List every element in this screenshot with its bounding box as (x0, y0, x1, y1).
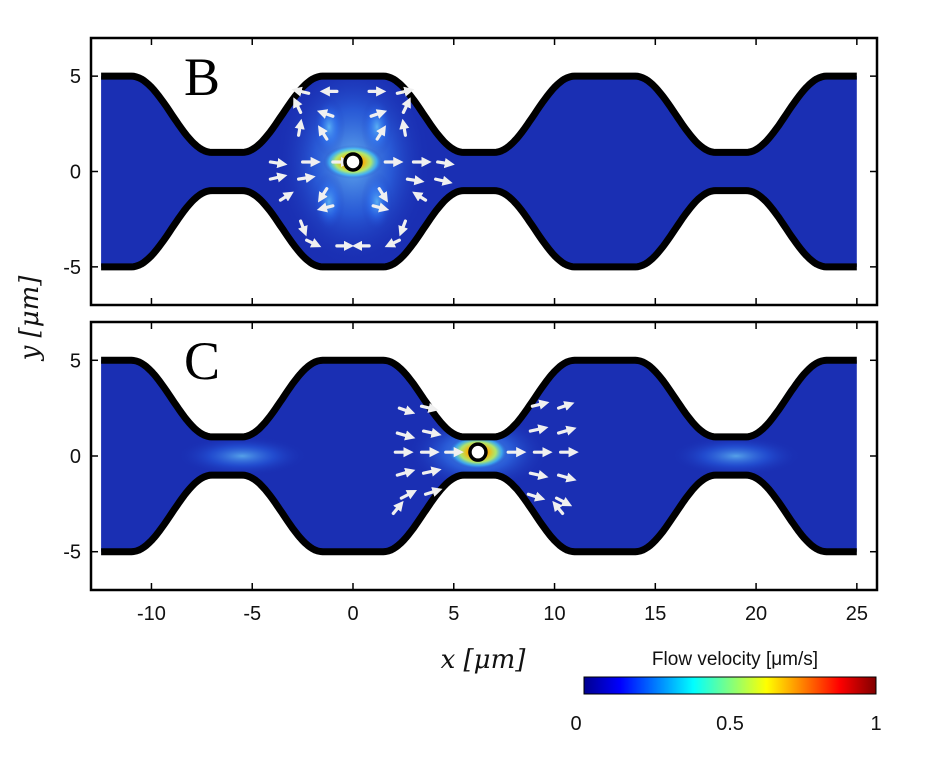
colorbar-tick-label: 0.5 (716, 713, 744, 735)
velocity-arrow (316, 202, 335, 213)
velocity-arrow (395, 467, 416, 478)
velocity-arrow (552, 500, 565, 516)
velocity-arrow (268, 158, 288, 169)
velocity-arrow (305, 238, 322, 248)
colorbar-title: Flow velocity [μm/s] (652, 649, 818, 670)
y-axis-label: y [μm] (15, 275, 45, 362)
velocity-arrows (268, 86, 455, 251)
y-tick-label: 0 (70, 162, 81, 184)
colorbar-tick-label: 1 (870, 713, 881, 735)
velocity-arrow (375, 125, 386, 141)
velocity-arrow (434, 175, 453, 186)
velocity-arrows (391, 399, 579, 516)
particle (468, 442, 488, 462)
y-tick-label: 5 (70, 350, 81, 372)
velocity-arrow (412, 191, 428, 202)
velocity-arrow (556, 425, 577, 436)
velocity-arrow (395, 86, 415, 97)
velocity-arrow (526, 491, 546, 502)
velocity-arrow (293, 97, 303, 114)
velocity-arrow (395, 430, 416, 441)
velocity-arrow (298, 219, 308, 237)
velocity-arrow (291, 86, 311, 97)
x-axis-label: x [μm] (441, 645, 527, 675)
velocity-arrow (371, 202, 390, 213)
y-tick-label: 0 (70, 446, 81, 468)
x-tick-label: 0 (347, 603, 358, 625)
velocity-arrow (318, 187, 329, 203)
y-tick-label: -5 (63, 257, 81, 279)
velocity-arrow (296, 172, 316, 184)
panel-b: -5 0 5 B (63, 36, 879, 307)
x-tick-label: 15 (644, 603, 666, 625)
velocity-arrow (294, 118, 305, 137)
x-tick-label: 5 (448, 603, 459, 625)
velocity-arrow (398, 219, 408, 237)
velocity-arrow (278, 191, 294, 202)
velocity-arrow (530, 399, 550, 410)
panel-c: -5 0 5 -10 -5 0 5 10 15 20 25 C (63, 320, 879, 625)
panel-label: C (184, 331, 220, 391)
panel-label: B (184, 47, 220, 107)
velocity-arrow (401, 97, 411, 114)
x-tick-label: 10 (543, 603, 565, 625)
x-tick-label: 20 (745, 603, 767, 625)
channel-wall-top (100, 72, 858, 156)
velocity-arrow (421, 466, 442, 477)
velocity-arrow (421, 427, 442, 438)
colorbar: Flow velocity [μm/s] 0 0.5 1 (570, 649, 881, 735)
velocity-arrow (423, 487, 443, 497)
velocity-arrow (399, 118, 410, 137)
velocity-arrow (436, 158, 455, 169)
particle (343, 152, 363, 172)
neck-glow-left (177, 436, 308, 476)
channel-wall-bottom (100, 187, 858, 271)
velocity-arrow (268, 172, 288, 183)
velocity-arrow (556, 401, 575, 411)
x-tick-label: -10 (137, 603, 166, 625)
velocity-arrow (369, 109, 388, 119)
neck-glow-right (670, 436, 801, 476)
y-tick-label: 5 (70, 66, 81, 88)
channel-wall-bottom (100, 471, 858, 556)
colorbar-tick-label: 0 (570, 713, 581, 735)
velocity-arrow (528, 424, 549, 435)
velocity-arrow (419, 402, 439, 413)
velocity-arrow (384, 238, 401, 248)
velocity-arrow (377, 187, 388, 203)
channel-wall-top (100, 356, 858, 441)
x-tick-label: -5 (243, 603, 261, 625)
velocity-arrow (528, 470, 549, 481)
velocity-arrow (316, 109, 335, 119)
velocity-arrow (405, 175, 425, 186)
velocity-arrow (397, 405, 416, 416)
velocity-arrow (391, 500, 404, 516)
colorbar-gradient (583, 676, 877, 695)
velocity-arrow (399, 490, 417, 500)
y-tick-label: -5 (63, 542, 81, 564)
x-tick-label: 25 (846, 603, 868, 625)
velocity-arrow (318, 125, 329, 141)
velocity-arrow (556, 472, 577, 483)
